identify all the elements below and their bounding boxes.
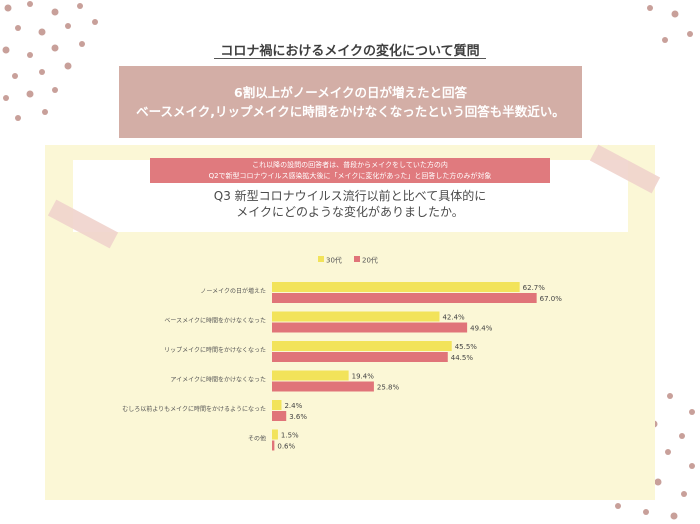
note-line-1: これ以降の設問の回答者は、普段からメイクをしていた方の内 <box>252 160 448 169</box>
category-label: むしろ以前よりもメイクに時間をかけるようになった <box>122 405 266 413</box>
data-label: 67.0% <box>540 295 563 303</box>
note-line-2: Q2で新型コロナウイルス感染拡大後に「メイクに変化があった」と回答した方のみが対… <box>208 171 492 180</box>
category-label: ベースメイクに時間をかけなくなった <box>164 317 266 325</box>
question-line-2: メイクにどのような変化がありましたか。 <box>236 205 464 219</box>
decorative-dots-top-right <box>647 5 693 43</box>
category-label: アイメイクに時間をかけなくなった <box>170 376 266 384</box>
question-text: Q3 新型コロナウイルス流行以前と比べて具体的に メイクにどのような変化がありま… <box>0 188 700 220</box>
summary-box: 6割以上がノーメイクの日が増えたと回答 ベースメイク,リップメイクに時間をかけな… <box>119 66 582 138</box>
bar-20s <box>272 352 448 362</box>
bar-20s <box>272 440 275 451</box>
bar-30s <box>272 311 440 322</box>
bar-30s <box>272 400 282 410</box>
data-label: 45.5% <box>455 343 478 351</box>
data-label: 25.8% <box>377 384 400 392</box>
category-label: ノーメイクの日が増えた <box>200 287 266 295</box>
bar-30s <box>272 429 278 440</box>
bar-30s <box>272 341 452 351</box>
bar-20s <box>272 322 468 333</box>
page-title: コロナ禍におけるメイクの変化について質問 <box>220 44 480 59</box>
bar-20s <box>272 381 374 392</box>
bar-30s <box>272 282 520 292</box>
legend-swatch-1 <box>318 256 324 262</box>
data-label: 3.6% <box>289 413 307 421</box>
legend-swatch-2 <box>354 256 360 262</box>
decorative-dots-top-left <box>2 1 98 121</box>
category-label: リップメイクに時間をかけなくなった <box>164 346 266 354</box>
bar-30s <box>272 370 349 381</box>
legend-label-1: 30代 <box>326 256 342 265</box>
category-label: その他 <box>248 435 266 443</box>
legend-label-2: 20代 <box>362 256 378 265</box>
bar-20s <box>272 293 537 303</box>
data-label: 19.4% <box>352 373 375 381</box>
question-line-1: Q3 新型コロナウイルス流行以前と比べて具体的に <box>213 189 487 203</box>
bar-20s <box>272 411 287 421</box>
data-label: 0.6% <box>277 443 295 451</box>
data-label: 1.5% <box>281 432 299 440</box>
respondent-note: これ以降の設問の回答者は、普段からメイクをしていた方の内 Q2で新型コロナウイル… <box>150 158 550 183</box>
title-underline <box>214 58 486 59</box>
data-label: 49.4% <box>470 325 493 333</box>
data-label: 2.4% <box>284 402 302 410</box>
data-label: 42.4% <box>442 314 465 322</box>
data-label: 44.5% <box>451 354 474 362</box>
data-label: 62.7% <box>523 284 546 292</box>
summary-line-1: 6割以上がノーメイクの日が増えたと回答 <box>234 85 467 100</box>
summary-line-2: ベースメイク,リップメイクに時間をかけなくなったという回答も半数近い。 <box>136 104 565 119</box>
